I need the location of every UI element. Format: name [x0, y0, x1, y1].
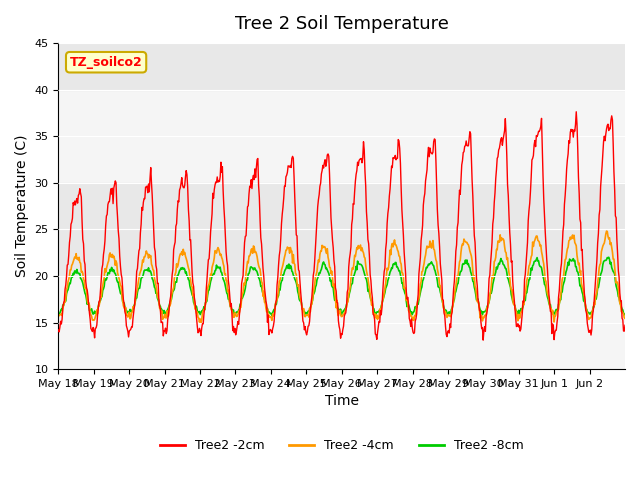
Bar — [58, 43, 625, 89]
Y-axis label: Soil Temperature (C): Soil Temperature (C) — [15, 135, 29, 277]
Bar — [58, 183, 625, 276]
Text: TZ_soilco2: TZ_soilco2 — [70, 56, 143, 69]
X-axis label: Time: Time — [324, 395, 358, 408]
Legend: Tree2 -2cm, Tree2 -4cm, Tree2 -8cm: Tree2 -2cm, Tree2 -4cm, Tree2 -8cm — [155, 434, 529, 457]
Title: Tree 2 Soil Temperature: Tree 2 Soil Temperature — [235, 15, 449, 33]
